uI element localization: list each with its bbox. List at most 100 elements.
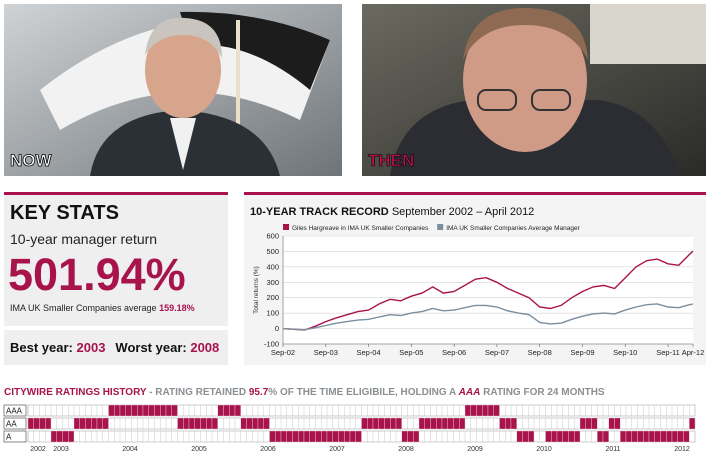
- ratings-title-part: AAA: [458, 387, 481, 398]
- rating-cell: [292, 430, 299, 443]
- rating-cell: [493, 404, 500, 417]
- stats-return: 501.94%: [8, 249, 186, 300]
- rating-cell: [620, 430, 627, 443]
- chart-heading: 10-YEAR TRACK RECORD September 2002 – Ap…: [250, 206, 534, 218]
- rating-cell: [401, 430, 408, 443]
- rating-cell: [344, 430, 351, 443]
- rating-cell: [470, 404, 477, 417]
- y-tick-label: -100: [264, 340, 279, 349]
- rating-cell: [361, 417, 368, 430]
- rating-cell: [441, 417, 448, 430]
- rating-cell: [648, 430, 655, 443]
- rating-cell: [522, 430, 529, 443]
- photo-now: [4, 4, 342, 176]
- rating-cell: [464, 404, 471, 417]
- rating-cell: [545, 430, 552, 443]
- rating-cell: [177, 417, 184, 430]
- year-label: 2006: [260, 446, 276, 453]
- x-tick-label: Sep-05: [399, 348, 423, 357]
- ratings-title-part: 95.7: [249, 387, 269, 398]
- rating-cell: [154, 404, 161, 417]
- rating-cell: [68, 430, 75, 443]
- rating-cell: [459, 417, 466, 430]
- ratings-title-part: - RATING RETAINED: [146, 387, 248, 398]
- year-label: 2004: [122, 446, 138, 453]
- rating-cell: [234, 404, 241, 417]
- year-label: 2008: [398, 446, 414, 453]
- rating-cell: [637, 430, 644, 443]
- rating-cell: [430, 417, 437, 430]
- rating-cell: [142, 404, 149, 417]
- rating-cell: [62, 430, 69, 443]
- rating-cell: [355, 430, 362, 443]
- rating-cell: [666, 430, 673, 443]
- rating-cell: [689, 417, 696, 430]
- year-label: 2011: [605, 446, 620, 453]
- year-label: 2009: [467, 446, 483, 453]
- rating-cell: [574, 430, 581, 443]
- rating-cell: [183, 417, 190, 430]
- rating-cell: [372, 417, 379, 430]
- stats-years: [4, 330, 228, 365]
- ratings-title-part: % OF THE TIME ELIGIBILE, HOLDING A: [268, 387, 458, 398]
- stats-average: IMA UK Smaller Companies average 159.18%: [10, 303, 195, 313]
- rating-cell: [102, 417, 109, 430]
- rating-cell: [275, 430, 282, 443]
- chart-subtitle: September 2002 – April 2012: [392, 206, 535, 218]
- rating-cell: [349, 430, 356, 443]
- y-tick-label: 0: [275, 324, 279, 333]
- rating-cell: [96, 417, 103, 430]
- rating-row-label: AAA: [6, 407, 23, 416]
- rating-cell: [223, 404, 230, 417]
- rating-cell: [263, 417, 270, 430]
- rating-cell: [131, 404, 138, 417]
- year-label: 2003: [53, 446, 69, 453]
- rating-cell: [556, 430, 563, 443]
- y-tick-label: 300: [266, 278, 279, 287]
- rating-cell: [453, 417, 460, 430]
- rating-cell: [39, 417, 46, 430]
- rating-cell: [303, 430, 310, 443]
- rating-cell: [660, 430, 667, 443]
- rating-cell: [436, 417, 443, 430]
- rating-cell: [286, 430, 293, 443]
- rating-cell: [79, 417, 86, 430]
- rating-cell: [108, 404, 115, 417]
- year-label: 2005: [191, 446, 207, 453]
- photo-label: THEN: [368, 151, 414, 170]
- rating-cell: [614, 417, 621, 430]
- rating-cell: [125, 404, 132, 417]
- rating-cell: [602, 430, 609, 443]
- rating-cell: [309, 430, 316, 443]
- line-series: [282, 250, 694, 331]
- rating-cell: [395, 417, 402, 430]
- x-tick-label: Sep-10: [613, 348, 637, 357]
- y-tick-label: 500: [266, 247, 279, 256]
- legend-swatch: [283, 224, 289, 230]
- rating-cell: [33, 417, 40, 430]
- average-value: 159.18%: [159, 303, 195, 313]
- line-chart: -100 0 100 200 300 400 500 600 Sep-02 Sep-03 Sep-0…: [264, 224, 704, 357]
- rating-cell: [505, 417, 512, 430]
- rating-cell: [625, 430, 632, 443]
- rating-cell: [476, 404, 483, 417]
- worst-label: Worst year:: [115, 340, 186, 355]
- y-axis-label: Total returns (%): [253, 266, 260, 314]
- year-label: 2007: [329, 446, 345, 453]
- plot-area: [283, 236, 693, 344]
- legend-label: Giles Hargreave in IMA UK Smaller Compan…: [292, 225, 429, 232]
- year-label: 2010: [536, 446, 552, 453]
- y-tick-label: 400: [266, 262, 279, 271]
- ratings-title-part: RATING FOR 24 MONTHS: [480, 387, 605, 398]
- rating-cell: [585, 417, 592, 430]
- chart-title: 10-YEAR TRACK RECORD: [250, 206, 389, 218]
- rating-cell: [510, 417, 517, 430]
- year-label: 2002: [30, 446, 46, 453]
- rating-cell: [487, 404, 494, 417]
- rating-cell: [200, 417, 207, 430]
- rating-cell: [217, 404, 224, 417]
- rating-cell: [683, 430, 690, 443]
- rating-cell: [211, 417, 218, 430]
